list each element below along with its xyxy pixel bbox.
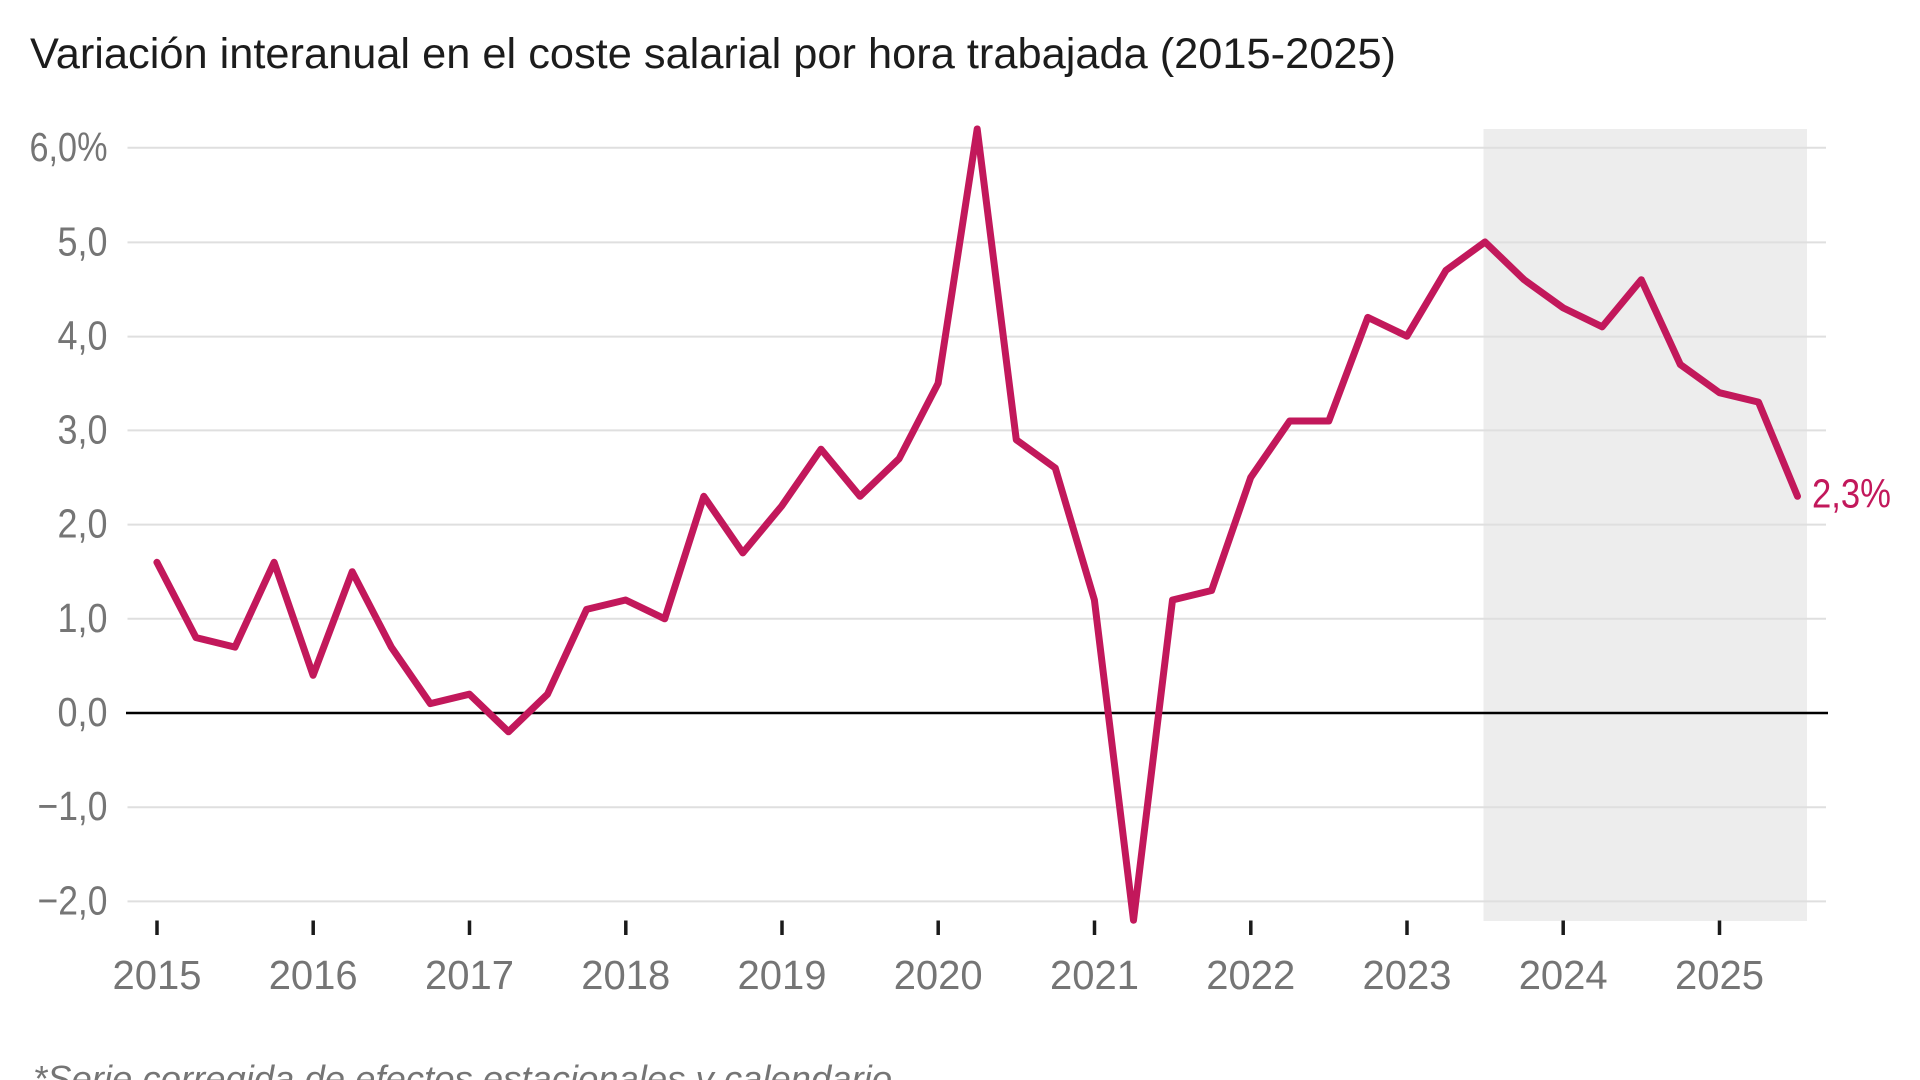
- svg-text:0,0: 0,0: [58, 689, 108, 735]
- svg-text:2015: 2015: [113, 952, 202, 998]
- svg-text:1,0: 1,0: [58, 595, 108, 641]
- svg-text:2022: 2022: [1206, 952, 1295, 998]
- svg-text:2018: 2018: [581, 952, 670, 998]
- svg-text:2,0: 2,0: [58, 501, 108, 547]
- svg-text:4,0: 4,0: [58, 313, 108, 359]
- svg-text:6,0%: 6,0%: [30, 124, 108, 170]
- svg-text:2016: 2016: [269, 952, 358, 998]
- svg-text:2019: 2019: [738, 952, 827, 998]
- svg-text:*Serie corregida de efectos es: *Serie corregida de efectos estacionales…: [33, 1058, 892, 1080]
- svg-text:2020: 2020: [894, 952, 983, 998]
- svg-text:−1,0: −1,0: [38, 783, 108, 829]
- svg-text:2023: 2023: [1363, 952, 1452, 998]
- svg-text:−2,0: −2,0: [38, 877, 108, 923]
- svg-text:2017: 2017: [425, 952, 514, 998]
- svg-text:2024: 2024: [1519, 952, 1608, 998]
- svg-text:2021: 2021: [1050, 952, 1139, 998]
- svg-text:2025: 2025: [1675, 952, 1764, 998]
- svg-text:2,3%: 2,3%: [1812, 471, 1891, 517]
- svg-text:5,0: 5,0: [58, 218, 108, 264]
- svg-text:3,0: 3,0: [58, 406, 108, 452]
- svg-text:Variación interanual en el cos: Variación interanual en el coste salaria…: [30, 30, 1396, 78]
